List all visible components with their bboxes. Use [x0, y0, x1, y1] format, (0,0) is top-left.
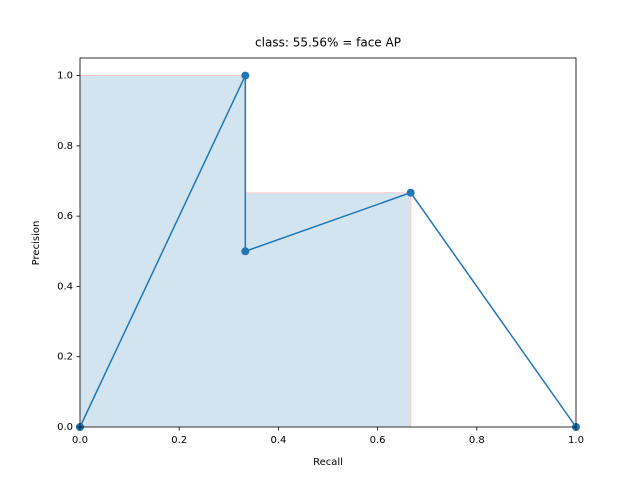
x-axis-label: Recall	[313, 457, 343, 468]
y-axis-label: Precision	[31, 221, 42, 266]
x-tick-label: 0.6	[370, 435, 386, 446]
y-tick-label: 0.6	[57, 211, 73, 222]
marker	[241, 247, 250, 256]
y-tick-label: 0.4	[57, 281, 73, 292]
marker	[406, 188, 415, 197]
y-tick-label: 0.2	[57, 352, 73, 363]
x-tick-label: 1.0	[568, 435, 584, 446]
chart-title: class: 55.56% = face AP	[255, 36, 401, 50]
plot-frame	[79, 57, 577, 428]
marker	[241, 71, 250, 80]
x-tick-label: 0.2	[171, 435, 187, 446]
x-tick-label: 0.8	[469, 435, 485, 446]
y-tick-label: 0.8	[57, 141, 73, 152]
y-tick-label: 0.0	[57, 422, 73, 433]
y-tick-label: 1.0	[57, 71, 73, 82]
x-tick-label: 0.4	[270, 435, 286, 446]
x-tick-label: 0.0	[72, 435, 88, 446]
